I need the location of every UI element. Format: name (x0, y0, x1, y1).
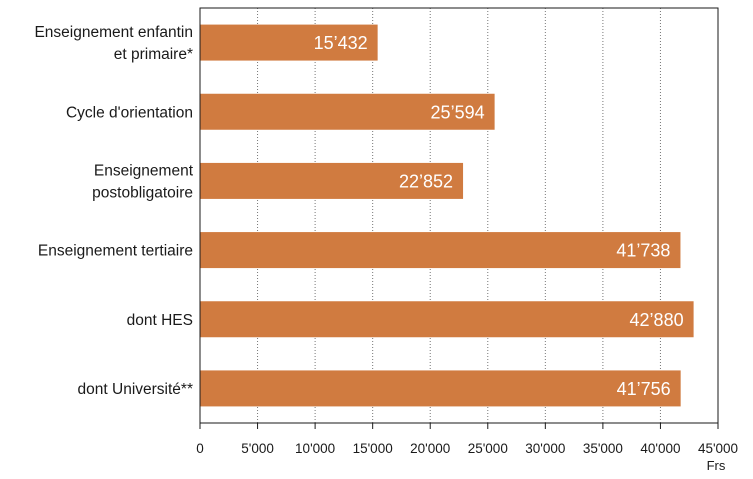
bar-value-label: 41’738 (616, 241, 670, 261)
x-tick-label: 40'000 (640, 441, 680, 456)
bar-value-label: 25’594 (431, 102, 485, 122)
plot-frame (199, 7, 719, 424)
category-label: et primaire* (114, 46, 193, 63)
category-label: Cycle d'orientation (66, 104, 193, 121)
x-tick-label: 25'000 (468, 441, 508, 456)
category-label: Enseignement enfantin (34, 24, 193, 41)
x-tick-label: 20'000 (410, 441, 450, 456)
x-tick-label: 5'000 (241, 441, 274, 456)
x-tick-label: 45'000 (698, 441, 738, 456)
bar (200, 232, 681, 269)
bar-value-label: 22’852 (399, 171, 453, 191)
bar (200, 24, 378, 61)
x-tick-label: 15'000 (353, 441, 393, 456)
plot-border (199, 7, 719, 424)
category-labels: Enseignement enfantin et primaire* Cycle d… (34, 24, 193, 398)
category-label: dont Université** (78, 381, 193, 398)
x-tick-label: 35'000 (583, 441, 623, 456)
bar (200, 162, 464, 199)
bar (200, 370, 681, 407)
x-axis-ticks: 0 5'000 10'000 15'000 20'000 25'000 30'000 35'0… (196, 423, 738, 456)
x-tick-label: 0 (196, 441, 204, 456)
bar-value-label: 41’756 (617, 379, 671, 399)
category-label: Enseignement tertiaire (38, 243, 193, 260)
bar-value-label: 42’880 (630, 310, 684, 330)
category-label: dont HES (127, 312, 193, 329)
bar (200, 301, 694, 338)
x-tick-label: 30'000 (525, 441, 565, 456)
x-axis-unit-label: Frs (707, 458, 726, 473)
x-tick-label: 10'000 (295, 441, 335, 456)
category-label: postobligatoire (92, 184, 193, 201)
bars: 15’432 25’594 22’852 41’738 42’880 41’756 (200, 24, 694, 407)
category-label: Enseignement (94, 162, 194, 179)
bar (200, 93, 495, 130)
grid-lines (257, 8, 661, 423)
bar-value-label: 15’432 (314, 33, 368, 53)
